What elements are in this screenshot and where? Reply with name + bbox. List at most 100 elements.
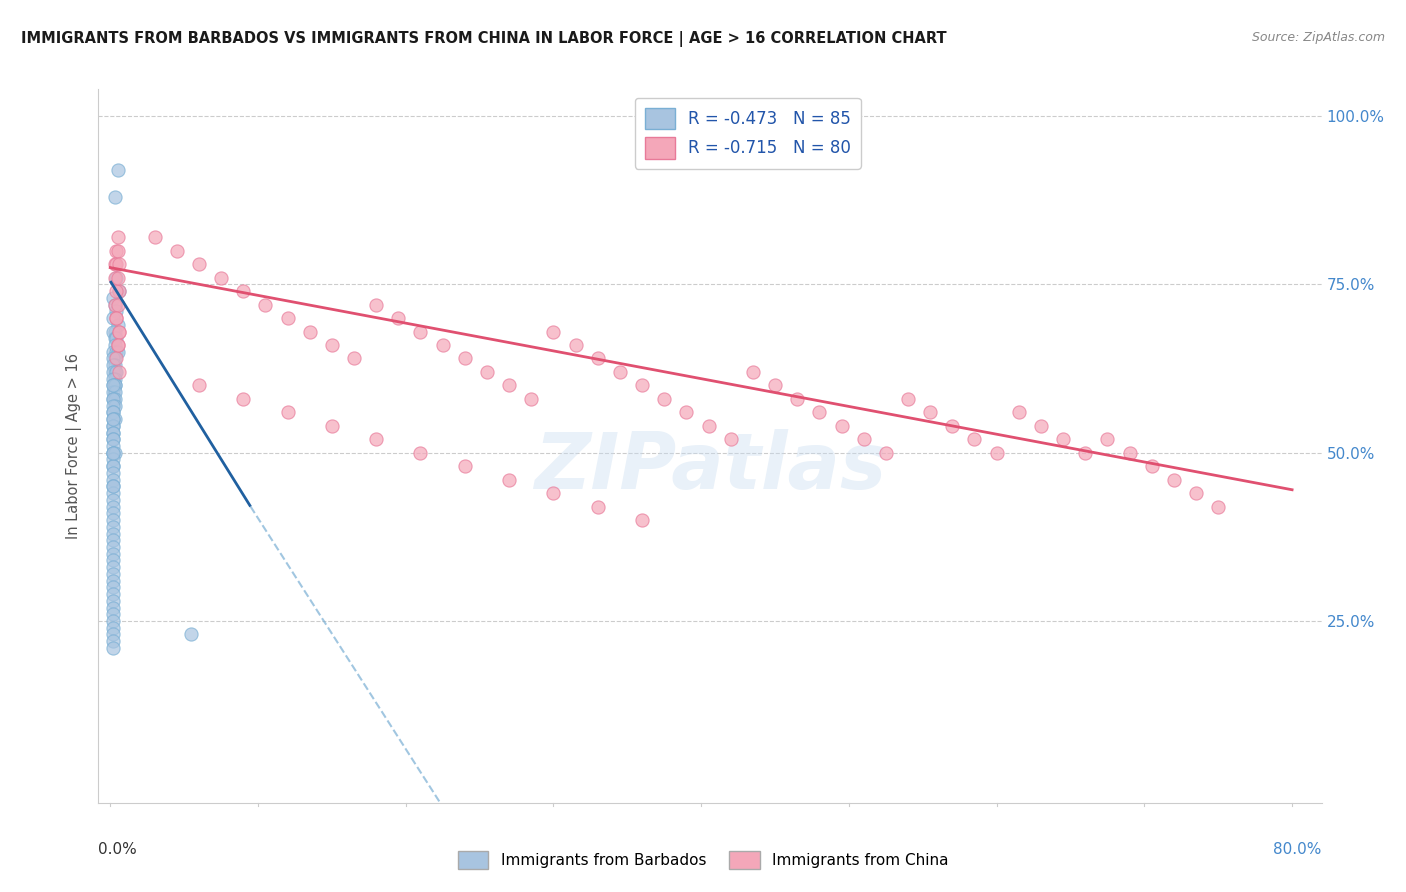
Point (1185, 486, 1208, 500)
Point (498, 473, 520, 487)
Point (741, 365, 763, 379)
Point (105, 311, 128, 326)
Point (107, 338, 129, 352)
Point (103, 560, 125, 574)
Point (103, 574, 125, 588)
Point (180, 627, 202, 641)
Point (105, 284, 128, 298)
Point (103, 351, 125, 366)
Point (105, 257, 128, 271)
Point (187, 257, 209, 271)
Point (103, 540, 125, 554)
Point (1118, 446, 1140, 460)
Point (564, 338, 586, 352)
Point (104, 365, 127, 379)
Point (103, 466, 125, 480)
Point (831, 418, 853, 433)
Point (103, 432, 125, 446)
Point (941, 418, 963, 433)
Point (107, 298, 129, 312)
Point (103, 405, 125, 419)
Point (104, 351, 127, 366)
Point (1163, 473, 1185, 487)
Point (103, 533, 125, 548)
Point (1029, 418, 1052, 433)
Point (543, 486, 565, 500)
Point (104, 372, 127, 386)
Point (103, 587, 125, 601)
Point (104, 358, 127, 372)
Point (103, 405, 125, 419)
Point (104, 378, 127, 392)
Point (104, 392, 127, 406)
Point (103, 479, 125, 493)
Point (103, 418, 125, 433)
Point (366, 432, 388, 446)
Point (103, 459, 125, 474)
Point (104, 385, 127, 400)
Point (103, 425, 125, 440)
Point (107, 230, 129, 244)
Point (104, 298, 127, 312)
Point (108, 284, 131, 298)
Point (104, 399, 127, 413)
Point (104, 190, 127, 204)
Point (105, 351, 128, 366)
Point (343, 351, 366, 366)
Point (105, 244, 128, 258)
Point (786, 392, 808, 406)
Point (103, 378, 125, 392)
Point (1008, 405, 1031, 419)
Point (409, 446, 432, 460)
Point (103, 553, 125, 567)
Point (498, 378, 520, 392)
Point (104, 257, 127, 271)
Point (187, 378, 209, 392)
Point (520, 392, 543, 406)
Point (105, 344, 128, 359)
Point (103, 526, 125, 541)
Point (276, 405, 298, 419)
Point (108, 325, 131, 339)
Text: IMMIGRANTS FROM BARBADOS VS IMMIGRANTS FROM CHINA IN LABOR FORCE | AGE > 16 CORR: IMMIGRANTS FROM BARBADOS VS IMMIGRANTS F… (21, 31, 946, 47)
Point (103, 607, 125, 622)
Legend: Immigrants from Barbados, Immigrants from China: Immigrants from Barbados, Immigrants fro… (451, 845, 955, 875)
Point (107, 163, 129, 178)
Point (103, 325, 125, 339)
Point (103, 627, 125, 641)
Point (986, 446, 1008, 460)
Point (108, 284, 131, 298)
Point (104, 378, 127, 392)
Y-axis label: In Labor Force | Age > 16: In Labor Force | Age > 16 (66, 353, 83, 539)
Point (105, 331, 128, 345)
Point (107, 338, 129, 352)
Point (103, 432, 125, 446)
Point (609, 365, 631, 379)
Point (103, 486, 125, 500)
Point (586, 500, 609, 514)
Point (103, 513, 125, 527)
Point (104, 338, 127, 352)
Point (321, 338, 343, 352)
Point (103, 439, 125, 453)
Point (366, 298, 388, 312)
Point (586, 351, 609, 366)
Point (103, 621, 125, 635)
Point (920, 405, 942, 419)
Point (103, 473, 125, 487)
Point (108, 257, 131, 271)
Point (454, 351, 477, 366)
Point (454, 459, 477, 474)
Point (232, 392, 254, 406)
Point (107, 318, 129, 332)
Point (1074, 446, 1097, 460)
Point (105, 311, 128, 326)
Legend: R = -0.473   N = 85, R = -0.715   N = 80: R = -0.473 N = 85, R = -0.715 N = 80 (634, 97, 860, 169)
Point (763, 378, 786, 392)
Point (1097, 432, 1119, 446)
Point (103, 459, 125, 474)
Point (103, 399, 125, 413)
Point (103, 372, 125, 386)
Text: 0.0%: 0.0% (98, 842, 138, 857)
Point (143, 230, 166, 244)
